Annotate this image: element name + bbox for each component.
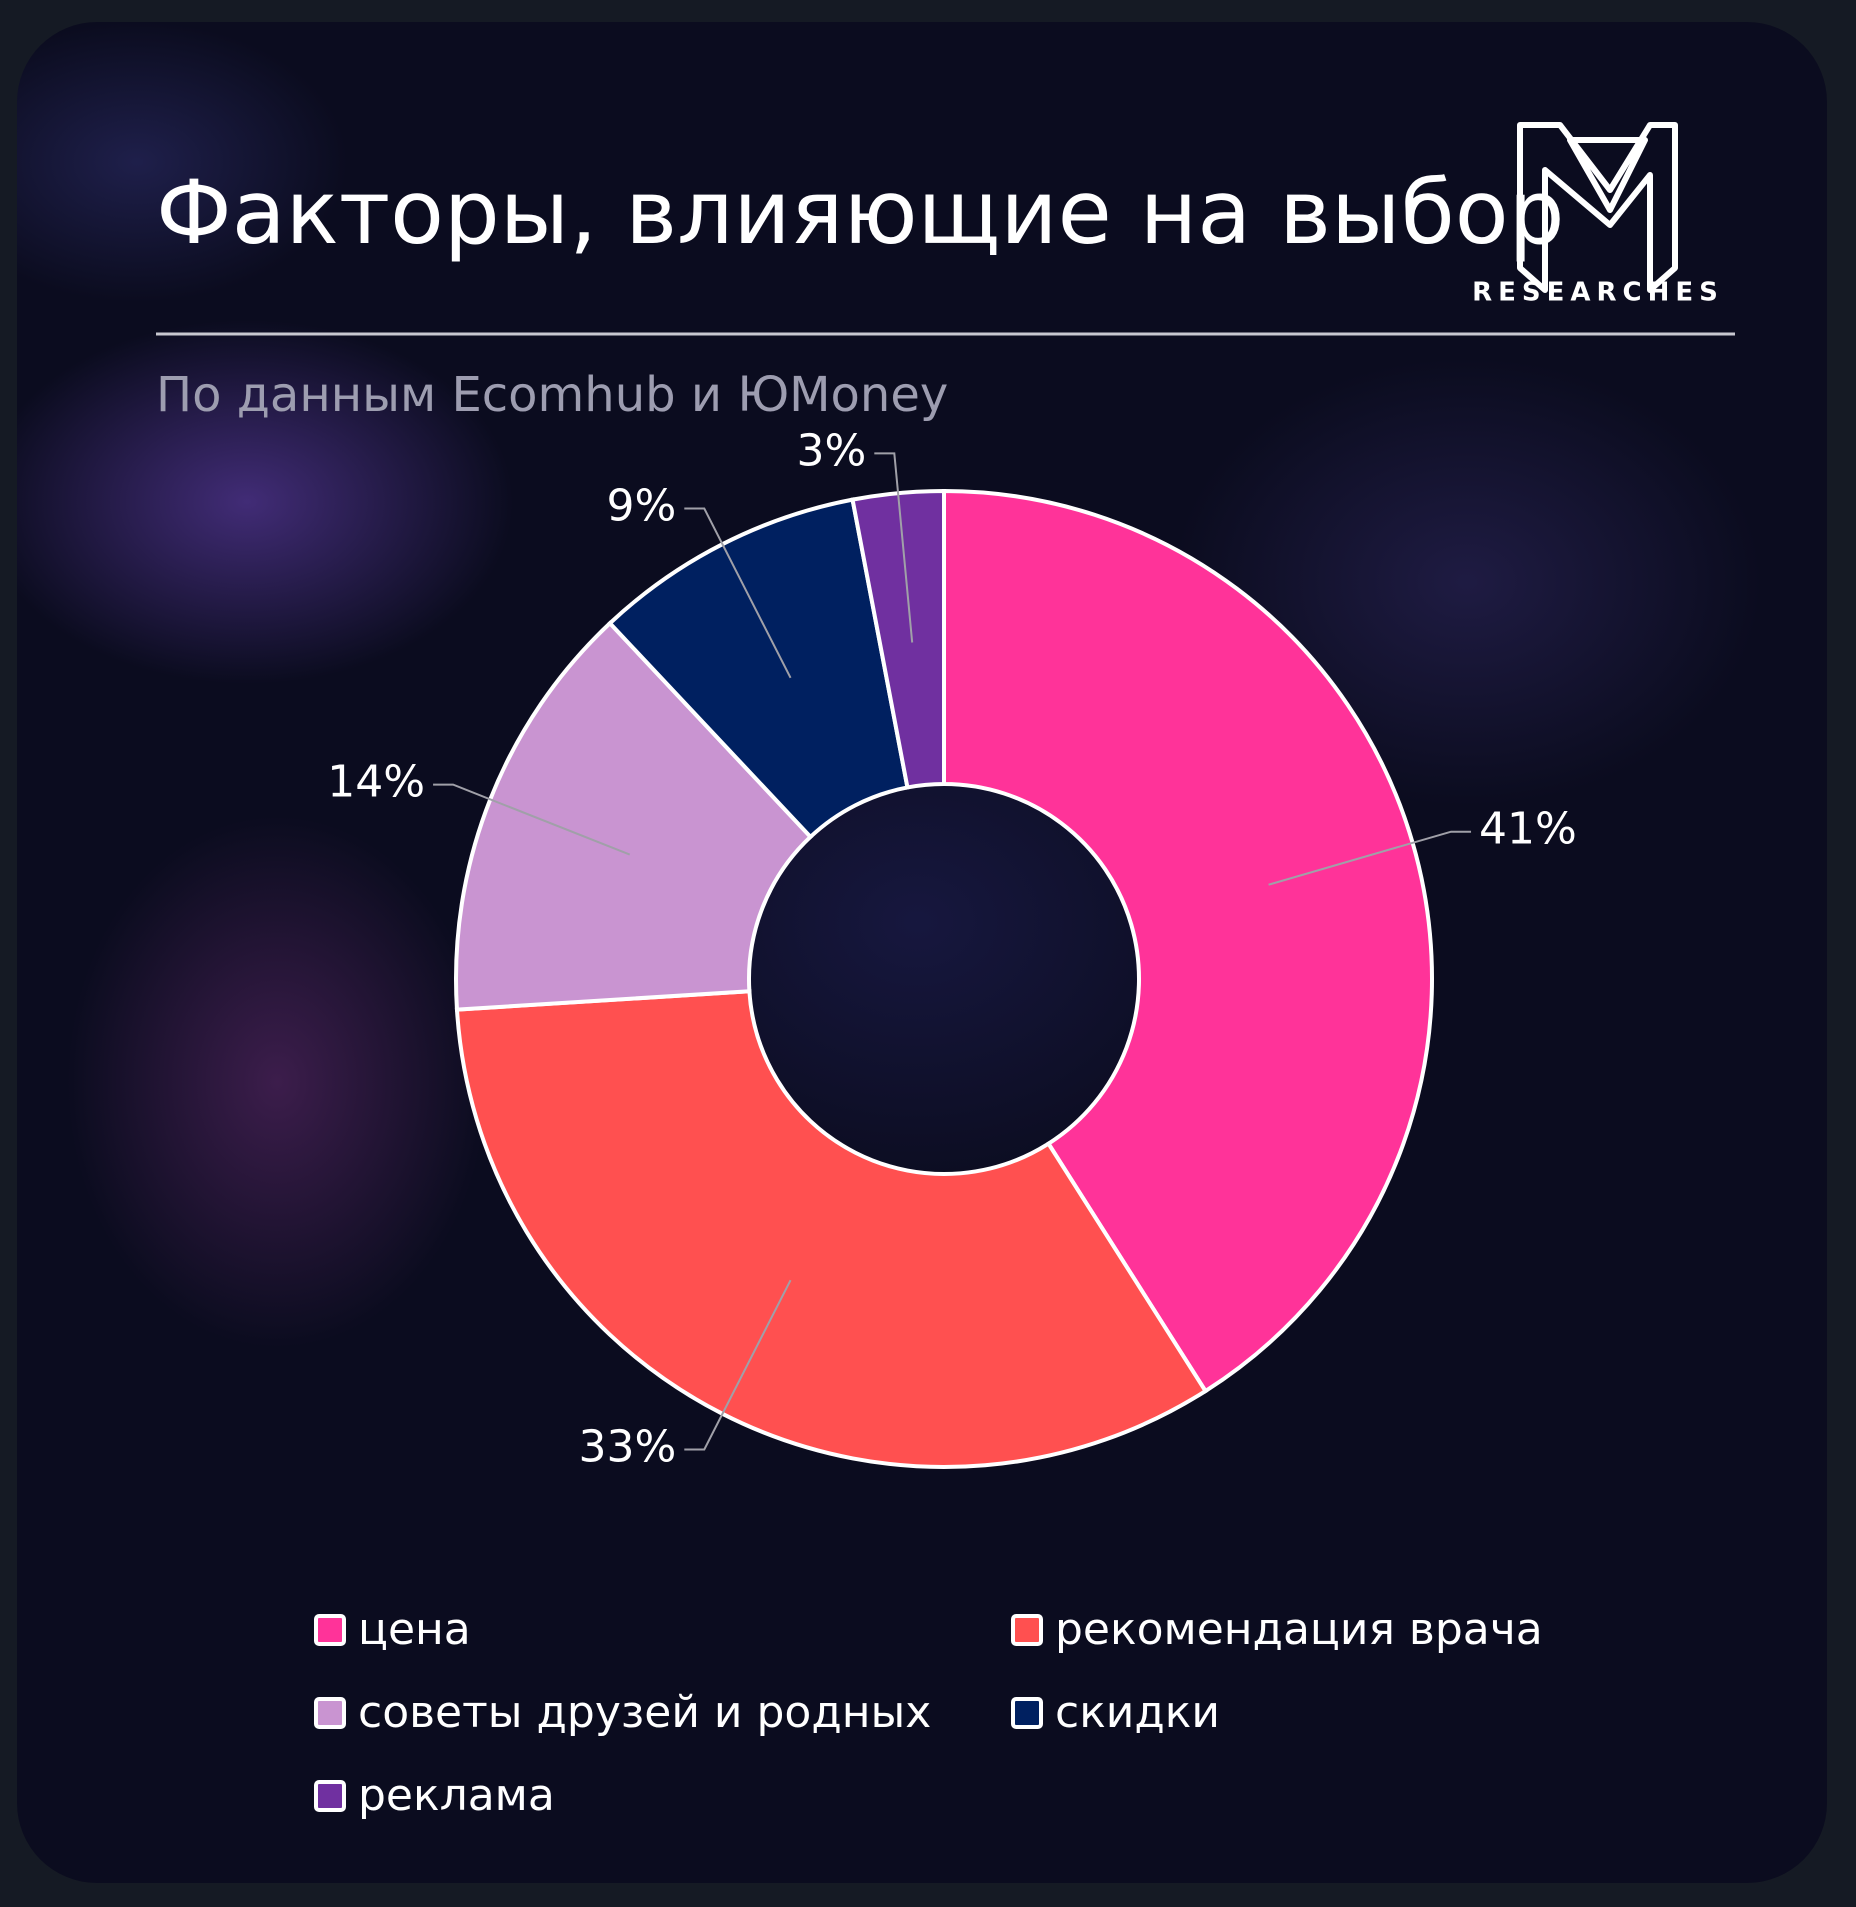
logo-text: RESEARCHES: [1472, 278, 1724, 308]
data-label: 14%: [327, 757, 425, 808]
leader-line: [684, 1279, 792, 1451]
slice: [454, 989, 1209, 1469]
chart-title: Факторы, влияющие на выбор: [156, 161, 1564, 264]
logo: RESEARCHES: [1472, 122, 1724, 308]
slice: [454, 620, 814, 1012]
data-label: 3%: [796, 425, 866, 476]
slice: [607, 497, 910, 840]
legend-swatch: [1011, 1697, 1043, 1729]
legend-label: рекомендация врача: [1055, 1604, 1543, 1655]
legend-label: цена: [358, 1604, 471, 1655]
legend-label: скидки: [1055, 1687, 1220, 1738]
legend-swatch: [314, 1614, 346, 1646]
chart-subtitle: По данным Ecomhub и ЮMoney: [156, 367, 948, 423]
data-label: 33%: [578, 1421, 676, 1472]
leader-line: [433, 783, 631, 856]
slice: [942, 488, 1434, 1394]
slice: [850, 488, 946, 790]
leader-line: [1268, 830, 1472, 886]
card: [17, 22, 1827, 1883]
data-label: 41%: [1479, 804, 1577, 855]
leader-line: [874, 452, 914, 643]
leader-line: [684, 507, 792, 679]
data-label: 9%: [606, 481, 676, 532]
legend-swatch: [314, 1780, 346, 1812]
legend-label: советы друзей и родных: [358, 1687, 931, 1738]
legend-label: реклама: [358, 1770, 555, 1821]
legend-swatch: [314, 1697, 346, 1729]
legend-swatch: [1011, 1614, 1043, 1646]
